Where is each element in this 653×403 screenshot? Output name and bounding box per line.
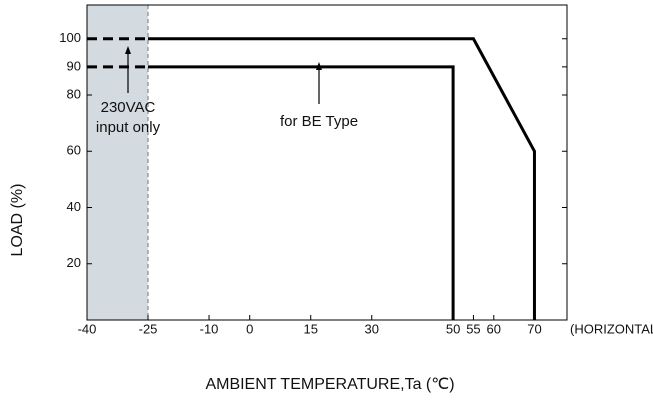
- x-tick-label: -40: [78, 321, 97, 336]
- series-line: [148, 65, 455, 320]
- x-tick-label: -10: [200, 321, 219, 336]
- x-tick-label: 70: [527, 321, 541, 336]
- y-tick-label: 60: [67, 143, 81, 158]
- plot-frame: [86, 4, 568, 321]
- y-axis-label: LOAD (%): [9, 184, 26, 257]
- y-tick-label: 20: [67, 255, 81, 270]
- x-tick-label: 60: [487, 321, 501, 336]
- x-tick-label: 0: [246, 321, 253, 336]
- axis-note: (HORIZONTAL): [570, 321, 653, 336]
- series-line: [148, 37, 536, 320]
- x-axis-label: AMBIENT TEMPERATURE,Ta (℃): [205, 376, 454, 393]
- y-tick-label: 80: [67, 86, 81, 101]
- shade-region: [87, 5, 149, 320]
- arrow-head: [316, 62, 322, 70]
- x-tick-label: 55: [466, 321, 480, 336]
- annotation: for BE Type: [280, 113, 358, 130]
- arrow-head: [125, 46, 131, 54]
- x-tick-label: 30: [365, 321, 379, 336]
- annotation: 230VAC: [101, 99, 156, 116]
- y-tick-label: 100: [59, 30, 81, 45]
- x-tick-label: 50: [446, 321, 460, 336]
- x-tick-label: -25: [139, 321, 158, 336]
- annotation: input only: [96, 119, 161, 136]
- x-tick-label: 15: [303, 321, 317, 336]
- y-tick-label: 40: [67, 199, 81, 214]
- y-tick-label: 90: [67, 58, 81, 73]
